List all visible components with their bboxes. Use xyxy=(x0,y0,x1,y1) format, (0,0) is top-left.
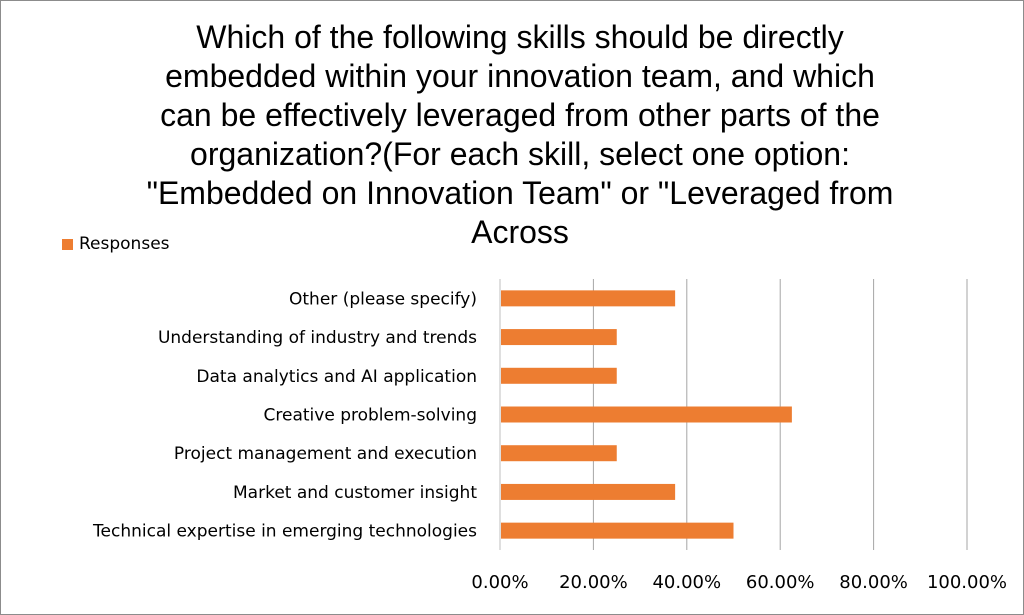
category-label: Project management and execution xyxy=(174,444,477,464)
bar xyxy=(501,445,617,462)
category-label: Market and customer insight xyxy=(233,483,477,503)
category-label: Technical expertise in emerging technolo… xyxy=(92,522,477,542)
category-label: Other (please specify) xyxy=(289,289,477,309)
bar xyxy=(501,483,676,500)
category-label: Data analytics and AI application xyxy=(196,367,477,387)
legend-label: Responses xyxy=(79,234,170,254)
category-label: Understanding of industry and trends xyxy=(158,328,477,348)
category-label: Creative problem-solving xyxy=(264,406,477,426)
x-tick-label: 20.00% xyxy=(559,572,628,593)
x-tick-label: 100.00% xyxy=(927,572,1007,593)
bar xyxy=(501,522,734,539)
bar xyxy=(501,367,617,384)
bar xyxy=(501,406,792,423)
legend-swatch xyxy=(62,238,73,250)
bar xyxy=(501,290,676,307)
legend: Responses xyxy=(62,234,170,254)
x-tick-label: 60.00% xyxy=(746,572,815,593)
x-tick-label: 0.00% xyxy=(471,572,528,593)
x-tick-label: 80.00% xyxy=(839,572,908,593)
chart-title: Which of the following skills should be … xyxy=(146,19,894,250)
bar xyxy=(501,329,617,346)
x-tick-label: 40.00% xyxy=(652,572,721,593)
